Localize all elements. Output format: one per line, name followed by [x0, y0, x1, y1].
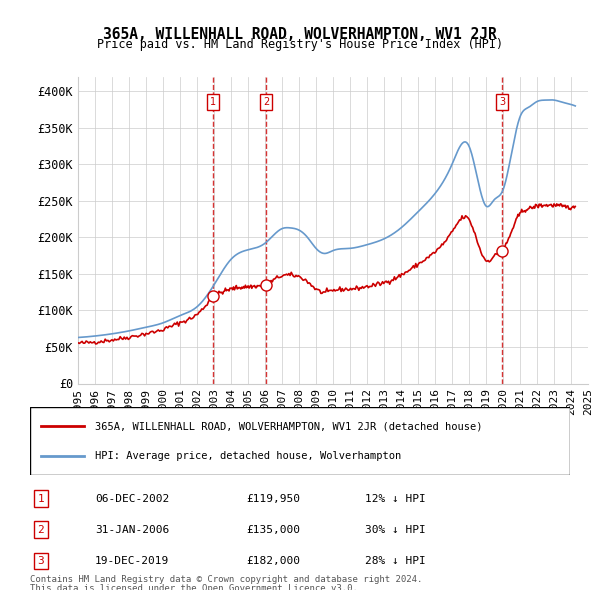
Text: 365A, WILLENHALL ROAD, WOLVERHAMPTON, WV1 2JR: 365A, WILLENHALL ROAD, WOLVERHAMPTON, WV…	[103, 27, 497, 41]
Text: 2: 2	[37, 525, 44, 535]
FancyBboxPatch shape	[30, 407, 570, 475]
Text: 365A, WILLENHALL ROAD, WOLVERHAMPTON, WV1 2JR (detached house): 365A, WILLENHALL ROAD, WOLVERHAMPTON, WV…	[95, 421, 482, 431]
Text: 1: 1	[209, 97, 216, 107]
Text: 06-DEC-2002: 06-DEC-2002	[95, 494, 169, 504]
Text: 3: 3	[499, 97, 505, 107]
Text: 3: 3	[37, 556, 44, 566]
Text: £119,950: £119,950	[246, 494, 300, 504]
Text: Contains HM Land Registry data © Crown copyright and database right 2024.: Contains HM Land Registry data © Crown c…	[30, 575, 422, 584]
Text: 31-JAN-2006: 31-JAN-2006	[95, 525, 169, 535]
Text: £182,000: £182,000	[246, 556, 300, 566]
Text: 19-DEC-2019: 19-DEC-2019	[95, 556, 169, 566]
Text: 2: 2	[263, 97, 269, 107]
Text: 12% ↓ HPI: 12% ↓ HPI	[365, 494, 425, 504]
Text: £135,000: £135,000	[246, 525, 300, 535]
Text: 30% ↓ HPI: 30% ↓ HPI	[365, 525, 425, 535]
Text: Price paid vs. HM Land Registry's House Price Index (HPI): Price paid vs. HM Land Registry's House …	[97, 38, 503, 51]
Text: HPI: Average price, detached house, Wolverhampton: HPI: Average price, detached house, Wolv…	[95, 451, 401, 461]
Text: 28% ↓ HPI: 28% ↓ HPI	[365, 556, 425, 566]
Text: 1: 1	[37, 494, 44, 504]
Text: This data is licensed under the Open Government Licence v3.0.: This data is licensed under the Open Gov…	[30, 584, 358, 590]
